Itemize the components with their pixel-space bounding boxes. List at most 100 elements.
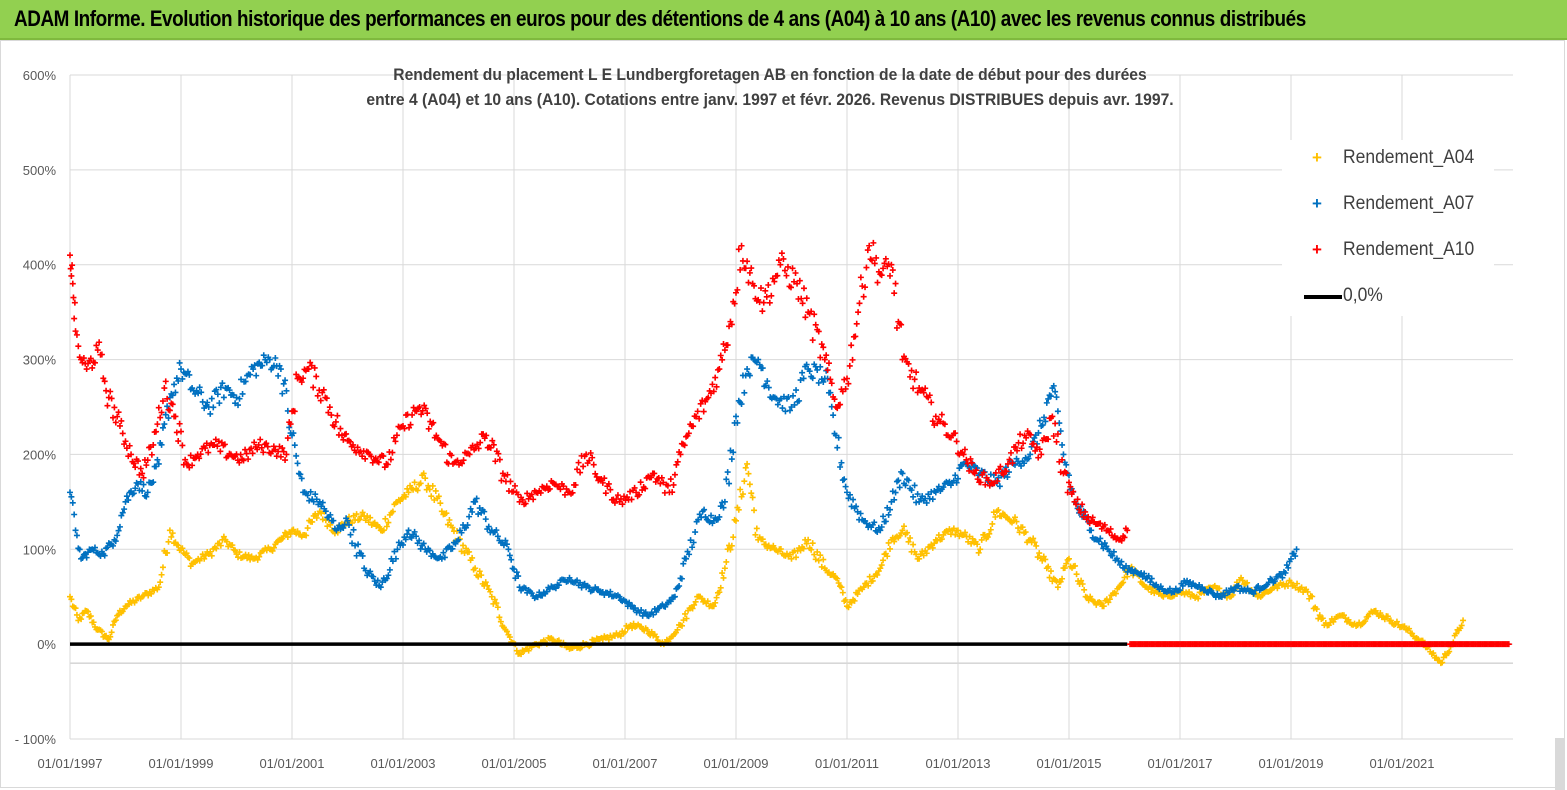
plus-marker-icon: +: [1312, 148, 1322, 167]
point-a04: [187, 563, 194, 570]
point-a07: [426, 547, 433, 554]
legend-item-zero: 0,0%: [1282, 282, 1494, 312]
point-a10: [169, 401, 176, 408]
point-a10: [756, 299, 763, 306]
point-a10: [864, 247, 871, 254]
point-a04: [112, 617, 119, 624]
point-a10: [69, 280, 76, 287]
point-a07: [373, 582, 380, 589]
point-a04: [720, 574, 727, 581]
point-a04: [793, 554, 800, 561]
point-a07: [845, 495, 852, 502]
point-a07: [1264, 581, 1271, 588]
point-a07: [925, 491, 932, 498]
point-a10: [569, 489, 576, 496]
point-a10: [880, 265, 887, 272]
point-a10: [226, 450, 233, 457]
point-a07: [1025, 455, 1032, 462]
point-a10: [824, 367, 831, 374]
point-a04: [303, 532, 310, 539]
point-a04: [270, 544, 277, 551]
point-a10: [648, 474, 655, 481]
point-a07: [522, 585, 529, 592]
point-a07: [293, 452, 300, 459]
point-a04: [90, 619, 97, 626]
point-a04: [680, 617, 687, 624]
point-a07: [392, 555, 399, 562]
point-a07: [272, 355, 279, 362]
point-a07: [213, 386, 220, 393]
point-a07: [680, 560, 687, 567]
point-a07: [1139, 573, 1146, 580]
point-a10: [561, 491, 568, 498]
point-a10: [885, 261, 892, 268]
point-a10: [1066, 479, 1072, 486]
point-a10: [307, 359, 314, 366]
point-a07: [352, 542, 359, 549]
point-a10: [94, 347, 101, 354]
point-a10: [637, 479, 644, 486]
point-a04: [786, 551, 793, 558]
point-a07: [466, 513, 473, 520]
point-a04: [1022, 529, 1029, 536]
point-a04: [438, 508, 445, 515]
point-a04: [304, 525, 311, 532]
point-a10: [815, 328, 822, 335]
point-a10: [1053, 438, 1060, 445]
point-a07: [353, 552, 360, 559]
point-a10: [381, 464, 388, 471]
point-a04: [168, 533, 175, 540]
point-a04: [851, 597, 858, 604]
point-a04: [362, 517, 369, 524]
point-a07: [1109, 552, 1116, 559]
point-a10: [846, 362, 853, 369]
point-a04: [762, 541, 769, 548]
point-a10: [997, 463, 1004, 470]
point-a10: [719, 356, 726, 363]
point-a07: [1218, 594, 1225, 601]
point-a04: [244, 555, 251, 562]
x-tick-label: 01/01/2003: [370, 756, 435, 771]
point-a10: [317, 397, 324, 404]
point-a04: [463, 545, 470, 552]
point-a07: [389, 558, 396, 565]
point-a04: [411, 479, 418, 486]
point-a10: [798, 295, 805, 302]
point-a10: [1038, 451, 1045, 458]
point-a07: [286, 424, 293, 431]
point-a10: [751, 282, 758, 289]
point-a10: [217, 448, 224, 455]
point-a04: [1313, 606, 1320, 613]
point-a07: [543, 588, 550, 595]
point-a04: [865, 582, 872, 589]
point-a10: [887, 272, 894, 279]
point-a10: [856, 300, 863, 307]
point-a10: [710, 388, 717, 395]
point-a07: [467, 505, 474, 512]
point-a04: [1097, 599, 1104, 606]
point-a04: [739, 491, 746, 498]
point-a10: [477, 439, 484, 446]
point-a10: [581, 453, 588, 460]
point-a04: [752, 531, 759, 538]
point-a10: [986, 482, 993, 489]
point-a04: [820, 556, 827, 563]
point-a07: [1147, 579, 1154, 586]
point-a04: [974, 541, 981, 548]
point-a07: [208, 395, 215, 402]
point-a10: [153, 428, 160, 435]
point-a07: [1230, 587, 1237, 594]
point-a07: [294, 460, 301, 467]
plus-marker-icon: +: [1312, 240, 1322, 259]
point-a10: [173, 429, 180, 436]
point-a10: [504, 471, 511, 478]
point-a07: [838, 459, 845, 466]
point-a04: [385, 519, 392, 526]
point-a10: [71, 315, 78, 322]
point-a04: [717, 584, 724, 591]
point-a10: [1004, 460, 1011, 467]
point-a07: [762, 382, 769, 389]
point-a10: [690, 423, 697, 430]
point-a10: [868, 257, 875, 264]
point-a04: [202, 552, 209, 559]
